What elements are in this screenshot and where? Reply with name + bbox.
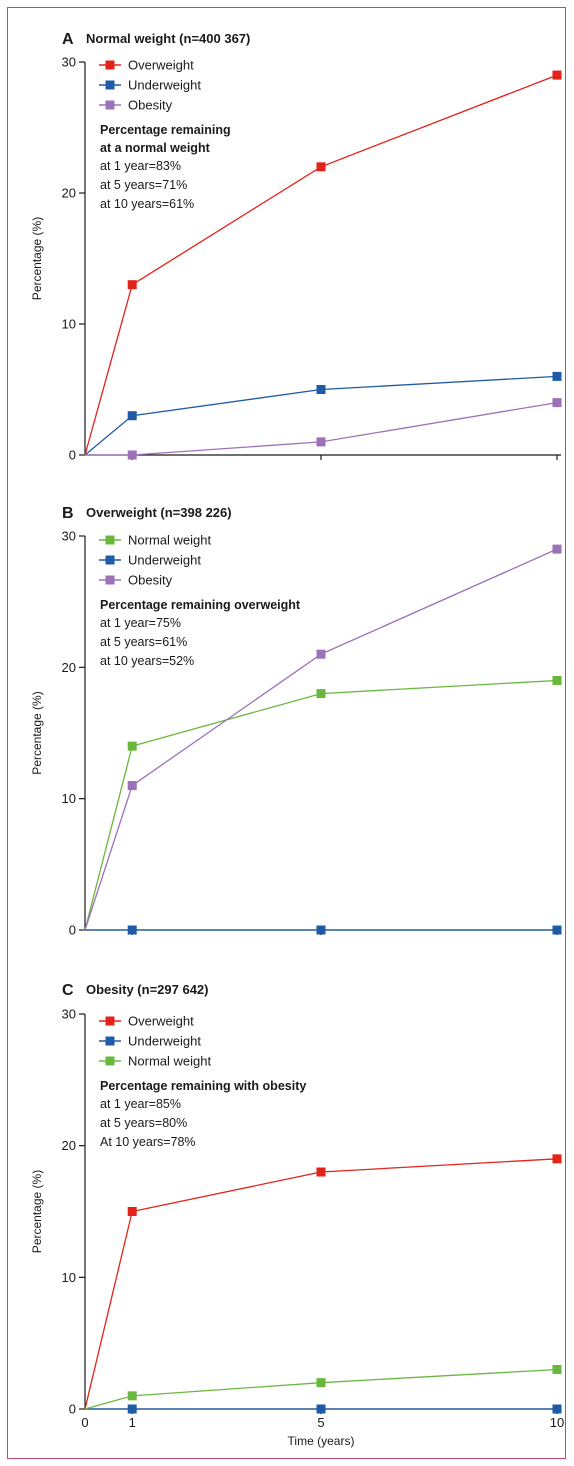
annotation-line: at 5 years=71% — [100, 178, 187, 192]
data-point-normal-weight — [316, 689, 326, 699]
data-point-underweight — [127, 1404, 137, 1414]
y-tick-label: 10 — [62, 1270, 76, 1285]
legend-label: Overweight — [128, 58, 194, 73]
annotation-line: at 1 year=75% — [100, 616, 181, 630]
y-tick-label: 30 — [62, 55, 76, 70]
data-point-underweight — [552, 1404, 562, 1414]
legend-marker — [105, 80, 115, 90]
annotation-line: at 10 years=52% — [100, 654, 194, 668]
annotation-heading: at a normal weight — [100, 141, 211, 155]
legend-marker — [105, 1056, 115, 1066]
data-point-obesity — [316, 437, 326, 447]
panel-letter: A — [62, 31, 74, 48]
panel-letter: B — [62, 505, 74, 522]
y-tick-label: 10 — [62, 317, 76, 332]
data-point-underweight — [316, 385, 326, 394]
series-line-normal-weight — [84, 1368, 558, 1410]
x-tick-label: 5 — [317, 1415, 324, 1430]
data-point-underweight — [127, 411, 137, 421]
x-axis-label: Time (years) — [288, 1434, 355, 1448]
data-point-normal-weight — [316, 1378, 326, 1388]
panel-title: Normal weight (n=400 367) — [86, 31, 250, 46]
y-axis-label: Percentage (%) — [30, 691, 44, 774]
data-point-normal-weight — [552, 1365, 562, 1374]
series-line-overweight — [84, 1158, 558, 1410]
data-point-obesity — [552, 544, 562, 554]
legend-label: Underweight — [128, 78, 201, 93]
legend-marker — [105, 575, 115, 585]
panel-c: C Obesity (n=297 642) 0 10 20 30 0 1 5 10 Time (ye… — [30, 982, 564, 1448]
panel-title: Overweight (n=398 226) — [86, 505, 232, 520]
x-tick-label: 1 — [129, 1415, 136, 1430]
data-point-underweight — [316, 925, 326, 935]
series-line-overweight — [84, 74, 558, 456]
legend-marker — [105, 1036, 115, 1046]
panel-a: A Normal weight (n=400 367) 0 10 20 30 Percent… — [30, 31, 562, 463]
legend-label: Underweight — [128, 1034, 201, 1049]
legend-label: Overweight — [128, 1014, 194, 1029]
annotation-line: at 1 year=83% — [100, 159, 181, 173]
data-point-underweight — [552, 925, 562, 935]
data-point-overweight — [552, 70, 562, 80]
data-point-normal-weight — [127, 741, 137, 751]
data-point-underweight — [316, 1404, 326, 1414]
y-tick-label: 20 — [62, 186, 76, 201]
data-point-obesity — [127, 781, 137, 791]
annotation-heading: Percentage remaining — [100, 123, 231, 137]
legend-marker — [105, 1016, 115, 1026]
annotation-heading: Percentage remaining overweight — [100, 598, 301, 612]
y-tick-label: 20 — [62, 1138, 76, 1153]
annotation-heading: Percentage remaining with obesity — [100, 1079, 306, 1093]
figure-frame — [7, 7, 566, 1459]
legend-label: Underweight — [128, 553, 201, 568]
y-tick-label: 20 — [62, 660, 76, 675]
data-point-overweight — [127, 280, 137, 290]
series-line-normal-weight — [84, 679, 558, 931]
legend-label: Normal weight — [128, 1054, 211, 1069]
y-axis-label: Percentage (%) — [30, 217, 44, 300]
data-point-obesity — [316, 649, 326, 659]
legend-label: Obesity — [128, 98, 173, 113]
data-point-obesity — [127, 450, 137, 460]
legend-label: Normal weight — [128, 533, 211, 548]
y-tick-label: 0 — [69, 1402, 76, 1417]
legend-marker — [105, 60, 115, 70]
data-point-normal-weight — [552, 675, 562, 685]
x-tick-label: 10 — [550, 1415, 564, 1430]
data-point-underweight — [552, 371, 562, 381]
annotation-line: At 10 years=78% — [100, 1135, 196, 1149]
x-tick-label: 0 — [81, 1415, 88, 1430]
series-line-underweight — [84, 375, 558, 456]
y-tick-label: 10 — [62, 791, 76, 806]
data-point-overweight — [127, 1207, 137, 1216]
annotation-line: at 1 year=85% — [100, 1097, 181, 1111]
y-tick-label: 30 — [62, 529, 76, 544]
data-point-overweight — [316, 162, 326, 172]
legend-marker — [105, 100, 115, 110]
data-point-normal-weight — [127, 1391, 137, 1401]
legend-marker — [105, 555, 115, 565]
legend-marker — [105, 535, 115, 545]
annotation-line: at 10 years=61% — [100, 197, 194, 211]
annotation-line: at 5 years=61% — [100, 635, 187, 649]
y-axis-label: Percentage (%) — [30, 1170, 44, 1253]
panel-b: B Overweight (n=398 226) 0 10 20 30 Percentage… — [30, 505, 562, 938]
data-point-underweight — [127, 925, 137, 935]
panel-letter: C — [62, 982, 74, 999]
series-line-obesity — [85, 401, 558, 456]
series-line-obesity — [84, 548, 558, 931]
y-tick-label: 30 — [62, 1007, 76, 1022]
data-point-obesity — [552, 398, 562, 408]
panel-title: Obesity (n=297 642) — [86, 982, 208, 997]
data-point-overweight — [316, 1167, 326, 1177]
annotation-line: at 5 years=80% — [100, 1116, 187, 1130]
y-tick-label: 0 — [69, 923, 76, 938]
legend-label: Obesity — [128, 573, 173, 588]
data-point-overweight — [552, 1154, 562, 1164]
y-tick-label: 0 — [69, 448, 76, 463]
